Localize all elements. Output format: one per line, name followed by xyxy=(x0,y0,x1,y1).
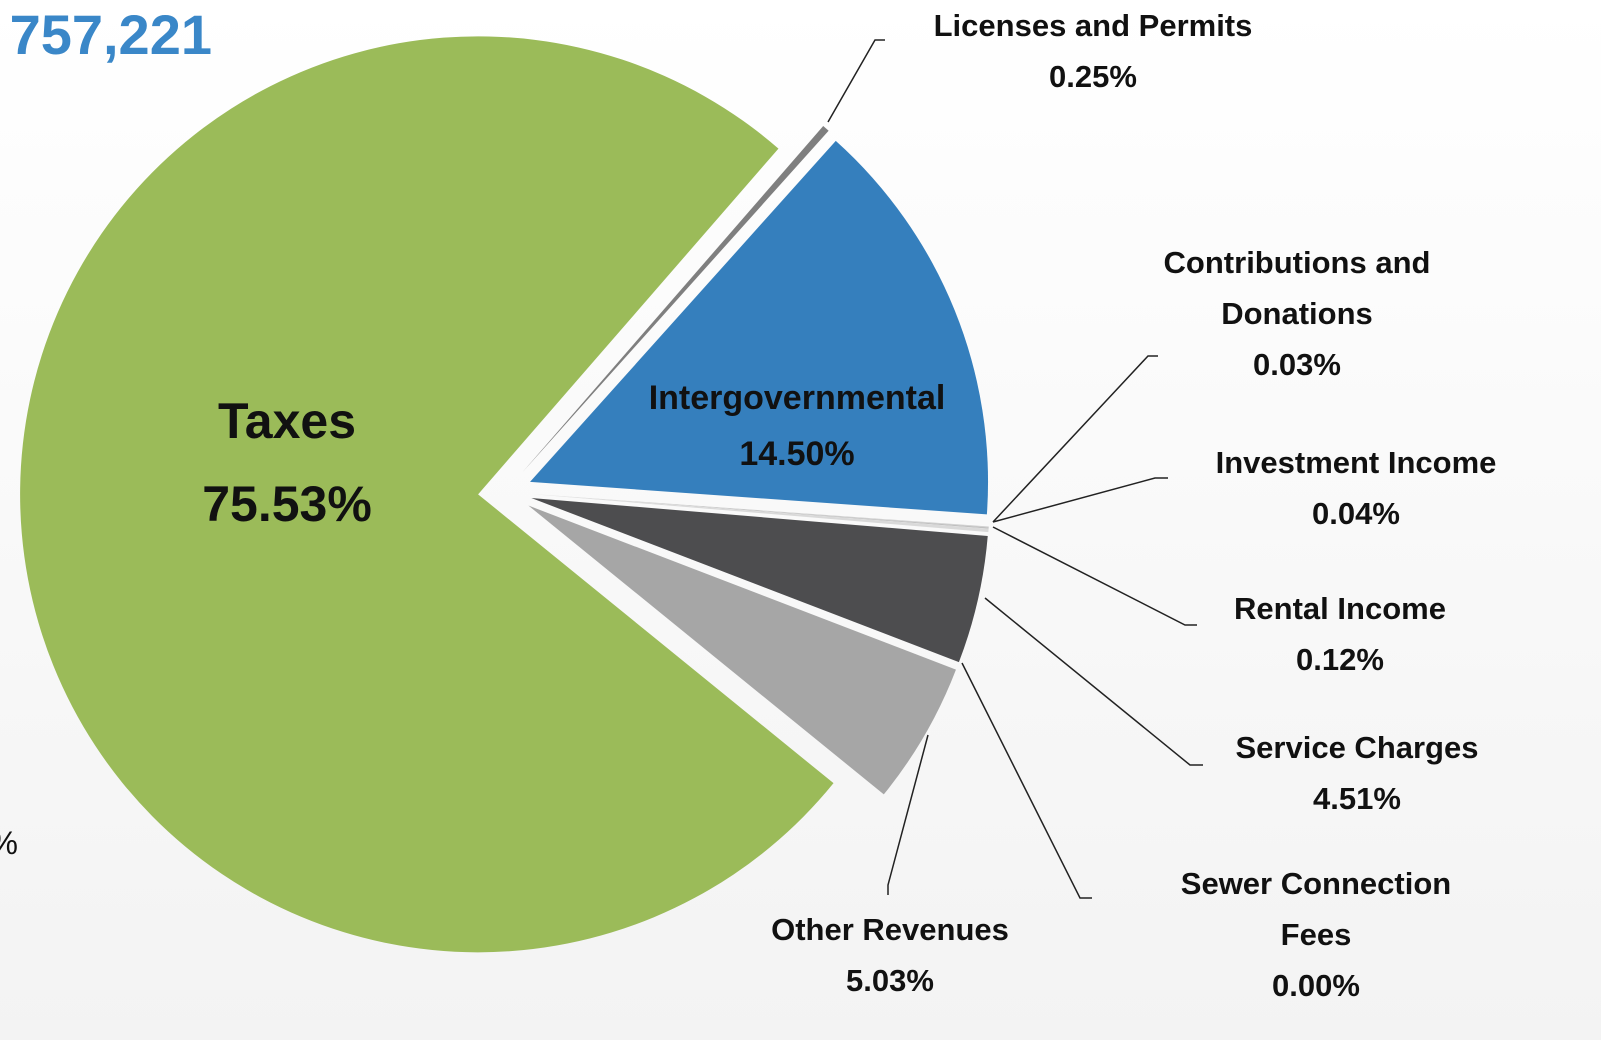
category-label: Contributions and Donations xyxy=(1163,245,1431,332)
category-label: Taxes xyxy=(217,393,357,449)
pie-slice xyxy=(522,125,829,472)
pie-slice xyxy=(530,501,958,666)
value-label: 14.50% xyxy=(739,435,855,474)
data-label: Licenses and Permits 0.25% xyxy=(843,0,1343,102)
value-label: 5.03% xyxy=(846,963,934,999)
data-label: Investment Income 0.04% xyxy=(1116,437,1596,539)
leader-line xyxy=(992,355,1158,523)
pie-slice xyxy=(531,498,988,663)
data-label: Rental Income 0.12% xyxy=(1140,583,1540,685)
category-label: Licenses and Permits xyxy=(933,8,1253,43)
leader-line xyxy=(984,597,1203,766)
value-label: 0.00% xyxy=(1272,968,1360,1004)
category-label: Service Charges xyxy=(1235,730,1479,765)
value-label: 0.12% xyxy=(1296,642,1384,678)
annotation: % xyxy=(0,825,18,862)
leader-lines xyxy=(827,39,1203,899)
chart-title: 757,221 xyxy=(9,3,212,66)
pie-slice xyxy=(531,494,989,533)
value-label: 0.04% xyxy=(1312,496,1400,532)
pie-slice xyxy=(531,493,989,528)
pie-slice xyxy=(530,140,989,515)
data-label: Sewer Connection Fees 0.00% xyxy=(1151,858,1481,1011)
leader-line xyxy=(992,526,1197,626)
category-label: Rental Income xyxy=(1234,591,1446,626)
pie-slice xyxy=(528,505,956,795)
category-label: Other Revenues xyxy=(771,912,1009,947)
data-label: Intergovernmental 14.50% xyxy=(587,370,1007,482)
value-label: 0.03% xyxy=(1253,347,1341,383)
value-label: 4.51% xyxy=(1313,781,1401,817)
data-label: Contributions and Donations 0.03% xyxy=(1125,237,1470,390)
leader-line xyxy=(992,477,1168,523)
pie-slice xyxy=(531,494,989,529)
category-label: Sewer Connection Fees xyxy=(1180,866,1452,953)
leader-line xyxy=(961,662,1092,899)
leader-line xyxy=(827,39,885,123)
pie-slice xyxy=(20,36,834,953)
category-label: Investment Income xyxy=(1215,445,1497,480)
value-label: 75.53% xyxy=(202,475,372,532)
category-label: Intergovernmental xyxy=(648,379,946,417)
data-label: Service Charges 4.51% xyxy=(1157,722,1557,824)
value-label: 0.25% xyxy=(1049,59,1137,95)
leader-line xyxy=(887,734,929,895)
data-label: Taxes 75.53% xyxy=(137,380,437,545)
data-label: Other Revenues 5.03% xyxy=(690,904,1090,1006)
